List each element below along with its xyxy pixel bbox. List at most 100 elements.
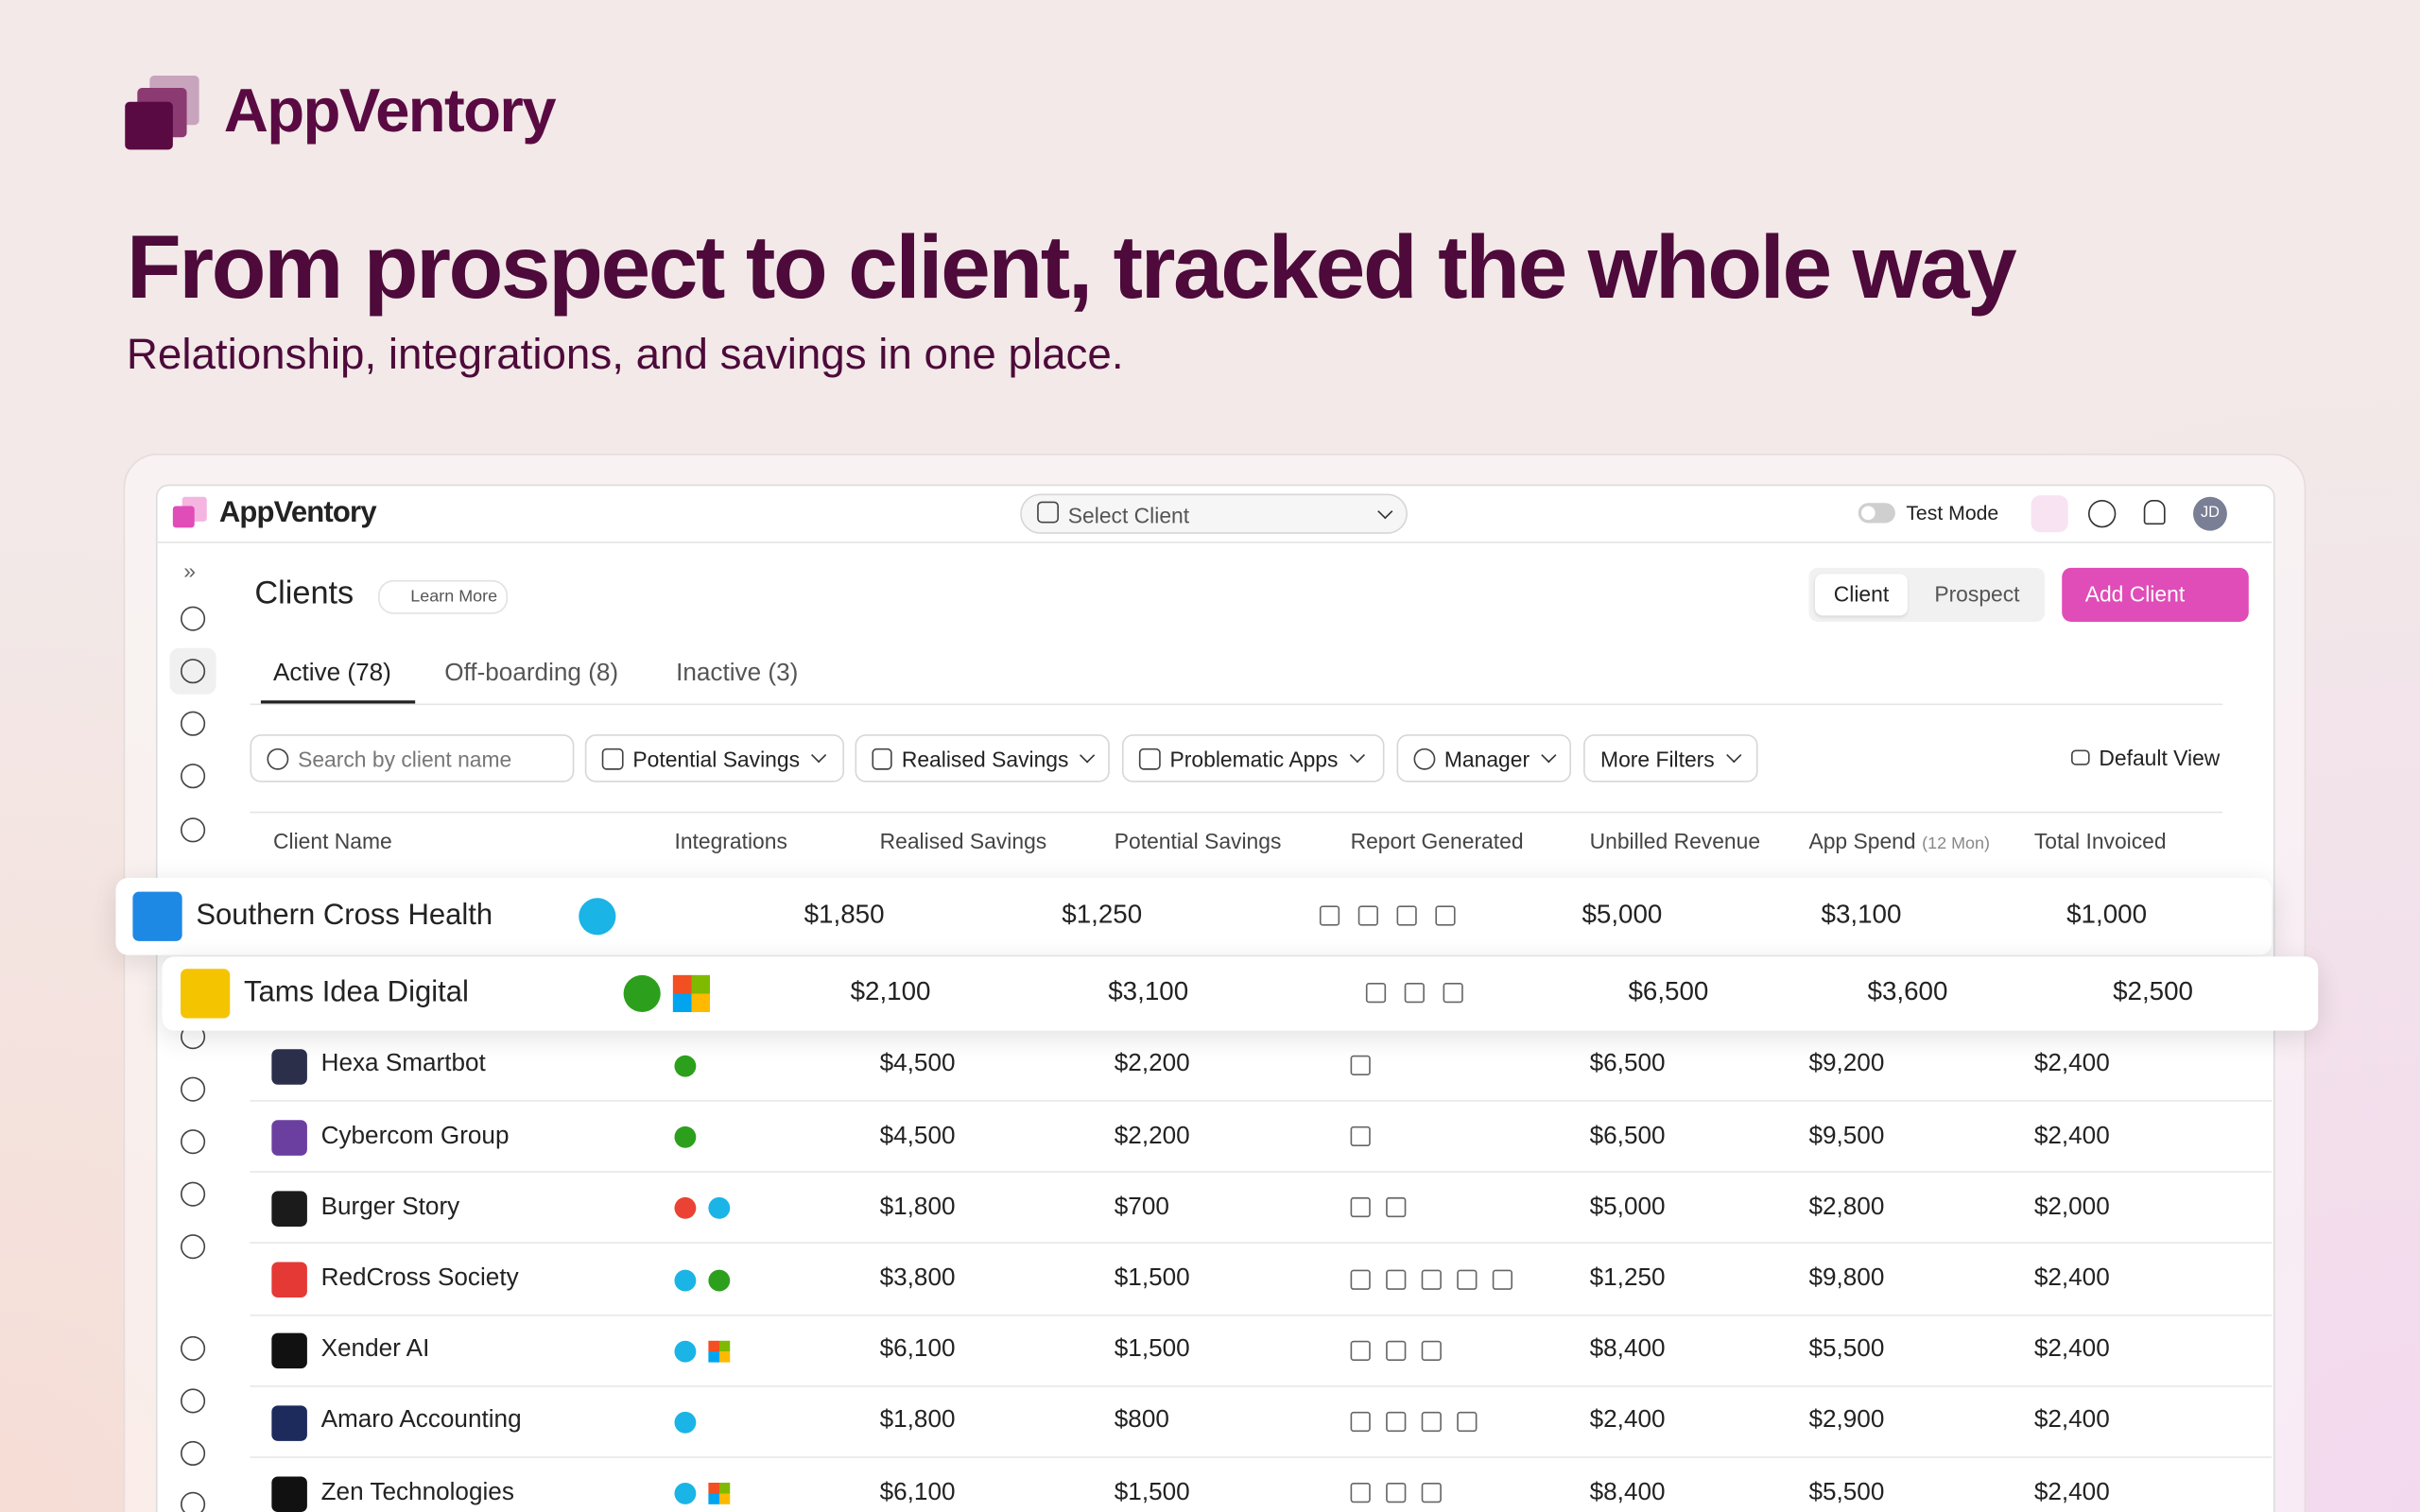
cell-value: $8,400 [1589,1479,1666,1505]
cell-value: $3,100 [1108,975,1189,1005]
highlight-row[interactable] [162,956,2319,1031]
report-icon [1350,1055,1371,1075]
cell-value: $2,500 [2113,975,2193,1005]
cell-value: $1,250 [1589,1264,1666,1292]
column-header: Potential Savings [1114,828,1282,853]
sidebar-icon[interactable] [181,711,206,736]
sidebar-icon[interactable] [181,1076,206,1102]
tab[interactable]: Inactive (3) [676,660,799,687]
sidebar-icon[interactable] [181,764,206,789]
sidebar-icon[interactable] [181,659,206,684]
client-select-label: Select Client [1037,500,1190,527]
report-icon [1421,1483,1442,1503]
column-header: Integrations [674,828,787,853]
hero-subtitle: Relationship, integrations, and savings … [126,330,1124,378]
client-name[interactable]: Xender AI [320,1336,430,1363]
integration-icon [674,1411,697,1434]
cell-value: $700 [1114,1194,1169,1221]
client-logo [271,1262,307,1298]
default-view[interactable]: Default View [2071,746,2220,770]
filter[interactable]: Potential Savings [584,734,845,782]
cell-value: $2,400 [1589,1407,1666,1435]
cell-value: $1,800 [879,1407,956,1435]
report-icon [1386,1411,1407,1433]
report-icon [1350,1126,1371,1147]
filter[interactable]: Manager [1396,734,1572,782]
client-name[interactable]: Burger Story [320,1194,460,1221]
sidebar-icon[interactable] [181,1129,206,1155]
column-header: Total Invoiced [2033,828,2167,853]
integration-icon [674,1197,697,1220]
highlight-row[interactable] [115,877,2273,955]
filter[interactable]: More Filters [1583,734,1758,782]
report-icon [1386,1340,1407,1361]
logo-front [125,101,173,150]
search-placeholder: Search by client name [298,746,512,771]
sidebar-icon[interactable] [181,1335,206,1361]
cell-value: $9,500 [1808,1122,1885,1149]
client-name[interactable]: RedCross Society [320,1264,519,1292]
client-logo [271,1404,307,1441]
sidebar-expand[interactable]: » [183,558,197,584]
client-logo [271,1475,307,1512]
cell-value: $5,000 [1589,1194,1666,1221]
row-divider [250,1171,2273,1173]
sidebar-icon[interactable] [181,606,206,631]
integration-icon [674,1340,697,1363]
cell-value: $2,200 [1114,1051,1190,1078]
cell-value: $3,100 [1821,899,1902,929]
filter[interactable]: Problematic Apps [1121,734,1385,782]
report-icon [1357,905,1378,926]
cell-value: $6,100 [879,1479,956,1505]
client-select[interactable]: Select Client [1020,493,1408,534]
client-name[interactable]: Cybercom Group [320,1122,510,1149]
integration-icon [674,1269,697,1291]
integration-icon [674,1126,697,1148]
client-select-text: Select Client [1067,502,1190,527]
sidebar-icon[interactable] [181,1388,206,1414]
toggle-client[interactable]: Client [1814,574,1908,616]
sidebar-icon[interactable] [181,817,206,843]
cell-value: $2,400 [2033,1479,2110,1505]
cell-value: $2,400 [2033,1336,2110,1363]
toggle-prospect[interactable]: Prospect [1934,581,2020,607]
icon [1037,500,1059,523]
learn-more[interactable]: Learn More [377,579,509,614]
cell-value: $2,100 [850,975,931,1005]
app-logo [172,506,195,528]
sidebar-icon[interactable] [181,1491,206,1512]
client-name[interactable]: Southern Cross Health [196,899,493,932]
report-icon [1350,1411,1371,1433]
report-icon [1421,1269,1442,1290]
cell-value: $1,500 [1114,1264,1190,1292]
column-header: Report Generated [1350,828,1524,853]
tab[interactable]: Active (78) [272,660,391,687]
cell-value: $6,100 [879,1336,956,1363]
client-name[interactable]: Tams Idea Digital [243,975,469,1009]
client-name[interactable]: Amaro Accounting [320,1407,522,1435]
search[interactable]: Search by client name [250,734,575,782]
tab[interactable]: Off-boarding (8) [444,660,619,687]
cell-value: $2,400 [2033,1264,2110,1292]
test-mode: Test Mode [1906,501,1999,525]
sidebar-icon[interactable] [181,1181,206,1207]
notifications[interactable] [2143,499,2166,525]
tabs-border [250,703,2223,706]
cell-value: $4,500 [879,1051,956,1078]
integration-icon [674,1055,697,1077]
cell-value: $1,500 [1114,1479,1190,1505]
sidebar-icon[interactable] [181,1234,206,1260]
sidebar-icon[interactable] [181,1440,206,1467]
add-client[interactable]: Add Client [2062,567,2249,622]
column-note: (12 Mon) [1922,834,1991,853]
help-button[interactable] [2087,499,2117,528]
avatar[interactable]: JD [2192,496,2227,531]
cell-value: $2,900 [1808,1407,1885,1435]
header-border [155,541,2273,543]
tab-underline [260,700,416,704]
client-name[interactable]: Zen Technologies [320,1479,514,1505]
filter[interactable]: Realised Savings [855,734,1110,782]
client-name[interactable]: Hexa Smartbot [320,1051,486,1078]
ai-button[interactable] [2031,495,2068,533]
